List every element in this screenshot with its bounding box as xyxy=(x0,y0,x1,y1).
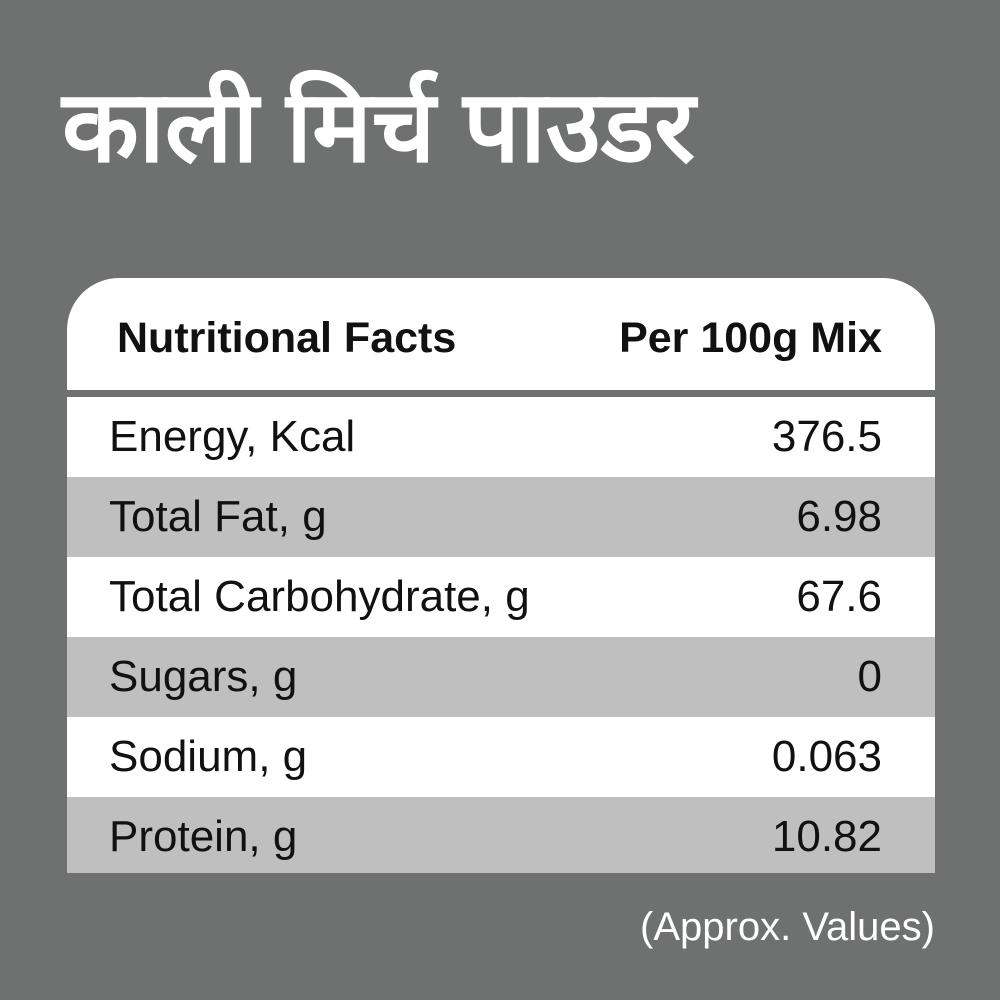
nutrient-value: 0 xyxy=(857,652,882,701)
nutrient-value: 6.98 xyxy=(796,492,882,541)
nutrient-name: Sodium, g xyxy=(109,732,308,781)
nutrient-value: 0.063 xyxy=(771,732,882,781)
column-header: Nutritional Facts xyxy=(117,313,457,362)
nutrient-name: Total Fat, g xyxy=(109,492,327,541)
footer-note: (Approx. Values) xyxy=(640,905,935,949)
nutrient-name: Total Carbohydrate, g xyxy=(109,572,530,621)
nutrient-value: 10.82 xyxy=(771,812,882,861)
column-header: Per 100g Mix xyxy=(619,313,882,362)
nutrient-name: Sugars, g xyxy=(109,652,298,701)
table-row: Sodium, g 0.063 xyxy=(67,717,935,797)
table-row: Protein, g 10.82 xyxy=(67,797,935,873)
table-row: Sugars, g 0 xyxy=(67,637,935,717)
table-row: Total Fat, g 6.98 xyxy=(67,477,935,557)
nutrient-value: 67.6 xyxy=(796,572,882,621)
table-row: Total Carbohydrate, g 67.6 xyxy=(67,557,935,637)
table-header: Nutritional Facts Per 100g Mix xyxy=(67,278,935,397)
nutrient-value: 376.5 xyxy=(771,412,882,461)
nutrient-name: Energy, Kcal xyxy=(109,412,356,461)
nutrition-table: Nutritional Facts Per 100g Mix Energy, K… xyxy=(67,278,935,873)
title: काली मिर्च पाउडर xyxy=(62,71,696,183)
table-row: Energy, Kcal 376.5 xyxy=(67,397,935,477)
nutrient-name: Protein, g xyxy=(109,812,298,861)
